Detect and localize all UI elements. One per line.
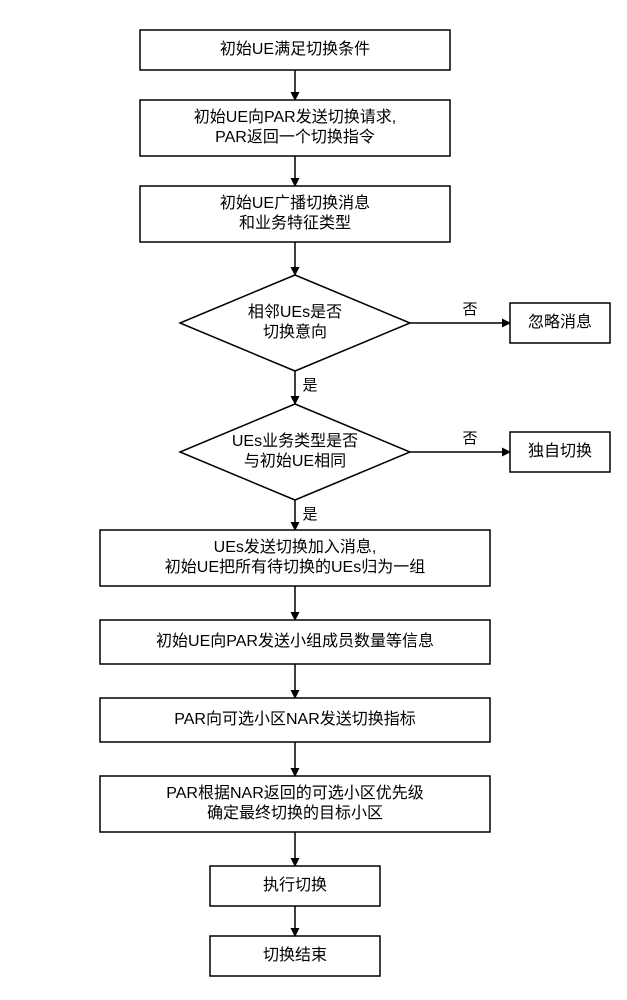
branch-label-l_yes2: 是 bbox=[302, 506, 317, 523]
svg-text:UEs业务类型是否与初始UE相同: UEs业务类型是否与初始UE相同 bbox=[232, 432, 358, 470]
svg-text:初始UE广播切换消息和业务特征类型: 初始UE广播切换消息和业务特征类型 bbox=[220, 194, 370, 232]
flow-node-n1: 初始UE满足切换条件 bbox=[140, 30, 450, 70]
flow-node-n6: 忽略消息 bbox=[510, 303, 610, 343]
branch-label-l_no1: 否 bbox=[462, 301, 477, 318]
flow-decision-d2: UEs业务类型是否与初始UE相同 bbox=[180, 404, 410, 500]
svg-text:初始UE向PAR发送小组成员数量等信息: 初始UE向PAR发送小组成员数量等信息 bbox=[156, 632, 434, 650]
flow-node-n10: PAR向可选小区NAR发送切换指标 bbox=[100, 698, 490, 742]
svg-text:忽略消息: 忽略消息 bbox=[528, 313, 592, 331]
flow-decision-d1: 相邻UEs是否切换意向 bbox=[180, 275, 410, 371]
branch-label-l_yes1: 是 bbox=[302, 377, 317, 394]
svg-text:独自切换: 独自切换 bbox=[528, 442, 592, 460]
branch-label-l_no2: 否 bbox=[462, 430, 477, 447]
flowchart-canvas: 初始UE满足切换条件初始UE向PAR发送切换请求,PAR返回一个切换指令初始UE… bbox=[0, 0, 627, 1000]
svg-text:初始UE满足切换条件: 初始UE满足切换条件 bbox=[220, 40, 370, 58]
flow-node-n2: 初始UE向PAR发送切换请求,PAR返回一个切换指令 bbox=[140, 100, 450, 156]
flow-node-n13: 切换结束 bbox=[210, 936, 380, 976]
svg-text:UEs发送切换加入消息,初始UE把所有待切换的UEs归为一组: UEs发送切换加入消息,初始UE把所有待切换的UEs归为一组 bbox=[165, 538, 425, 576]
flow-node-n11: PAR根据NAR返回的可选小区优先级确定最终切换的目标小区 bbox=[100, 776, 490, 832]
svg-text:执行切换: 执行切换 bbox=[263, 876, 327, 894]
svg-text:切换结束: 切换结束 bbox=[263, 946, 327, 964]
svg-text:初始UE向PAR发送切换请求,PAR返回一个切换指令: 初始UE向PAR发送切换请求,PAR返回一个切换指令 bbox=[194, 108, 396, 146]
flow-node-n12: 执行切换 bbox=[210, 866, 380, 906]
svg-text:相邻UEs是否切换意向: 相邻UEs是否切换意向 bbox=[248, 303, 342, 341]
flow-node-n7: 独自切换 bbox=[510, 432, 610, 472]
svg-text:PAR根据NAR返回的可选小区优先级确定最终切换的目标小区: PAR根据NAR返回的可选小区优先级确定最终切换的目标小区 bbox=[166, 784, 424, 822]
flow-node-n3: 初始UE广播切换消息和业务特征类型 bbox=[140, 186, 450, 242]
flow-node-n9: 初始UE向PAR发送小组成员数量等信息 bbox=[100, 620, 490, 664]
svg-text:PAR向可选小区NAR发送切换指标: PAR向可选小区NAR发送切换指标 bbox=[174, 710, 416, 728]
flow-node-n8: UEs发送切换加入消息,初始UE把所有待切换的UEs归为一组 bbox=[100, 530, 490, 586]
